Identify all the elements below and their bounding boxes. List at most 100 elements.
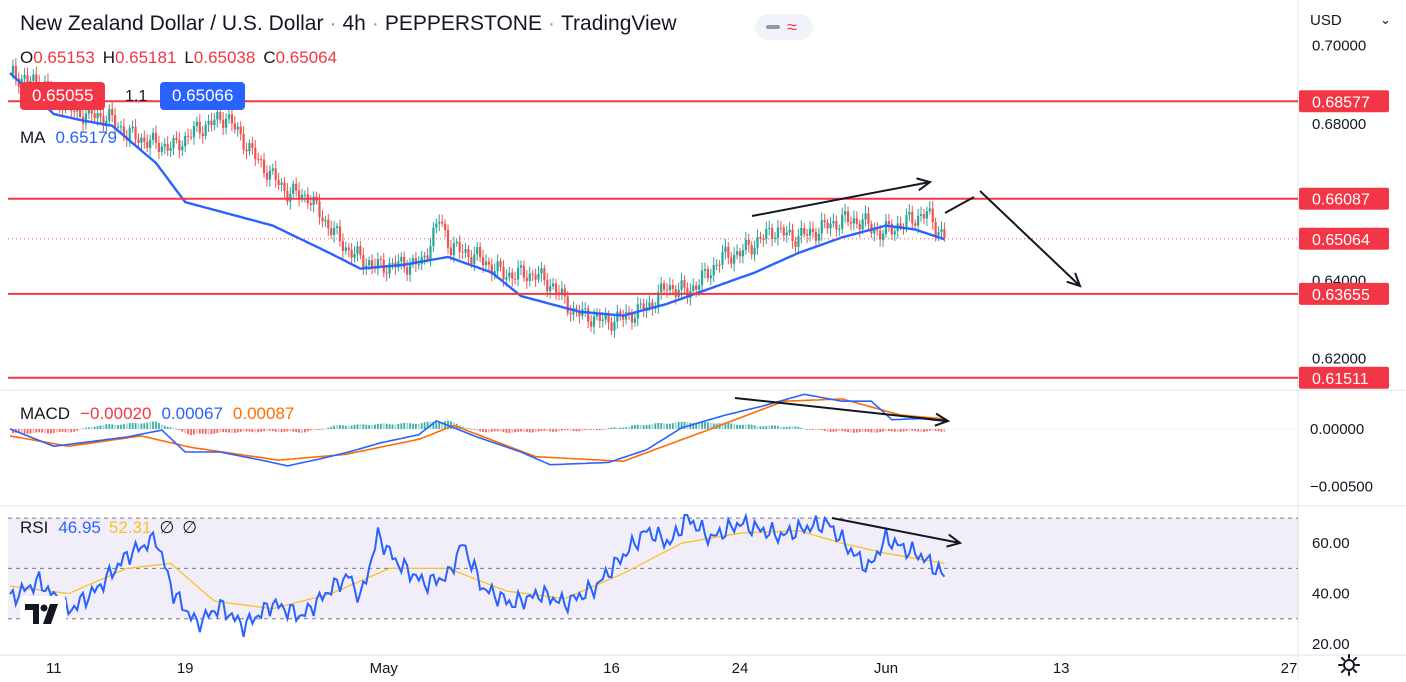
- candle-body: [149, 139, 152, 148]
- macd-histogram-bar: [82, 428, 84, 430]
- macd-histogram-bar: [23, 428, 26, 434]
- candle-body: [887, 221, 891, 224]
- macd-histogram-bar: [832, 428, 835, 432]
- macd-histogram-bar: [242, 428, 245, 432]
- candle-body: [773, 237, 777, 239]
- macd-histogram-bar: [344, 425, 347, 429]
- candle-body: [391, 262, 394, 264]
- macd-histogram-bar: [584, 428, 587, 430]
- candle-body: [534, 274, 537, 280]
- candle-body: [181, 146, 184, 151]
- candle-body: [245, 149, 248, 152]
- candle-body: [464, 248, 467, 253]
- macd-histogram-bar: [502, 428, 505, 433]
- candle-body: [762, 239, 765, 241]
- macd-histogram-bar: [943, 428, 946, 432]
- macd-histogram-bar: [613, 427, 616, 429]
- candle-body: [911, 211, 914, 224]
- minus-icon: [766, 25, 780, 29]
- candle-body: [119, 126, 123, 128]
- rsi-empty-value: ∅: [182, 518, 198, 537]
- macd-histogram-bar: [330, 426, 333, 429]
- price-label-box: [1299, 366, 1389, 389]
- candle-body: [443, 223, 447, 231]
- candle-body: [616, 311, 619, 322]
- candle-body: [838, 228, 841, 230]
- macd-histogram-bar: [406, 422, 409, 429]
- candle-body: [806, 234, 809, 236]
- macd-histogram-bar: [677, 421, 680, 429]
- candle-body: [408, 264, 412, 275]
- macd-histogram-bar: [581, 428, 584, 431]
- macd-histogram-bar: [493, 428, 496, 432]
- ma-legend[interactable]: MA 0.65179: [20, 128, 117, 148]
- horizontal-levels-layer[interactable]: [8, 100, 1298, 379]
- ma-value: 0.65179: [55, 128, 117, 147]
- macd-histogram-bar: [876, 428, 879, 433]
- macd-histogram-bar: [768, 425, 771, 429]
- candle-body: [712, 264, 715, 276]
- sell-button[interactable]: 0.65055: [20, 82, 106, 110]
- macd-histogram-bar: [298, 428, 300, 433]
- candle-body: [522, 265, 526, 278]
- macd-histogram-bar: [467, 428, 470, 429]
- macd-histogram-bar: [382, 423, 385, 429]
- macd-histogram-bar: [178, 428, 181, 431]
- macd-histogram-bar: [806, 428, 809, 430]
- tradingview-logo[interactable]: [20, 596, 66, 632]
- market-status-pill[interactable]: ≈: [755, 14, 813, 40]
- candle-body: [782, 227, 785, 236]
- candle-body: [333, 227, 336, 236]
- symbol-title[interactable]: New Zealand Dollar / U.S. Dollar: [20, 12, 324, 35]
- candle-body: [610, 322, 613, 331]
- macd-histogram-bar: [304, 428, 306, 433]
- currency-selector[interactable]: USD: [1310, 12, 1342, 29]
- macd-histogram-bar: [511, 428, 514, 433]
- candle-body: [627, 312, 631, 314]
- ohlc-legend: O0.65153 H0.65181 L0.65038 C0.65064: [20, 48, 345, 68]
- macd-histogram-bar: [423, 422, 426, 429]
- candle-body: [890, 223, 893, 235]
- interval-label[interactable]: 4h: [342, 12, 366, 35]
- macd-histogram-bar: [324, 428, 327, 430]
- candle-body: [765, 229, 768, 240]
- rsi-legend[interactable]: RSI 46.95 52.31 ∅ ∅: [20, 518, 197, 538]
- candle-body: [187, 135, 190, 137]
- macd-histogram-bar: [76, 428, 79, 431]
- candle-body: [554, 283, 558, 293]
- buy-button[interactable]: 0.65066: [160, 82, 246, 110]
- macd-histogram-bar: [347, 425, 350, 429]
- macd-histogram-bar: [426, 421, 429, 429]
- candle-body: [239, 126, 242, 134]
- rsi-line: [9, 512, 946, 638]
- candle-body: [899, 223, 902, 227]
- candle-body: [227, 114, 231, 119]
- candle-body: [730, 257, 733, 264]
- candle-body: [251, 143, 254, 148]
- candle-body: [93, 113, 96, 119]
- macd-histogram-value: −0.00020: [80, 404, 152, 423]
- header-separator: ·: [547, 12, 555, 35]
- close-value: 0.65064: [275, 48, 338, 67]
- candle-body: [908, 211, 911, 216]
- candle-body: [508, 272, 511, 278]
- macd-histogram-bar: [231, 428, 233, 433]
- macd-histogram-bar: [587, 428, 590, 430]
- candle-body: [230, 114, 234, 124]
- candle-body: [324, 219, 327, 222]
- candle-body: [271, 168, 274, 171]
- macd-histogram-bar: [794, 426, 797, 429]
- macd-histogram-bar: [190, 428, 192, 436]
- macd-legend[interactable]: MACD −0.00020 0.00067 0.00087: [20, 404, 294, 424]
- macd-histogram-bar: [730, 423, 733, 429]
- macd-histogram-bar: [812, 428, 814, 430]
- macd-histogram-bar: [753, 425, 756, 429]
- gear-icon[interactable]: [1338, 654, 1360, 682]
- candle-body: [169, 147, 172, 151]
- candle-body: [26, 75, 29, 82]
- chevron-down-icon[interactable]: ⌄: [1380, 12, 1391, 27]
- drawings-layer[interactable]: [734, 177, 1082, 548]
- candle-body: [768, 228, 771, 230]
- macd-histogram-bar: [534, 428, 537, 433]
- candle-body: [163, 143, 166, 147]
